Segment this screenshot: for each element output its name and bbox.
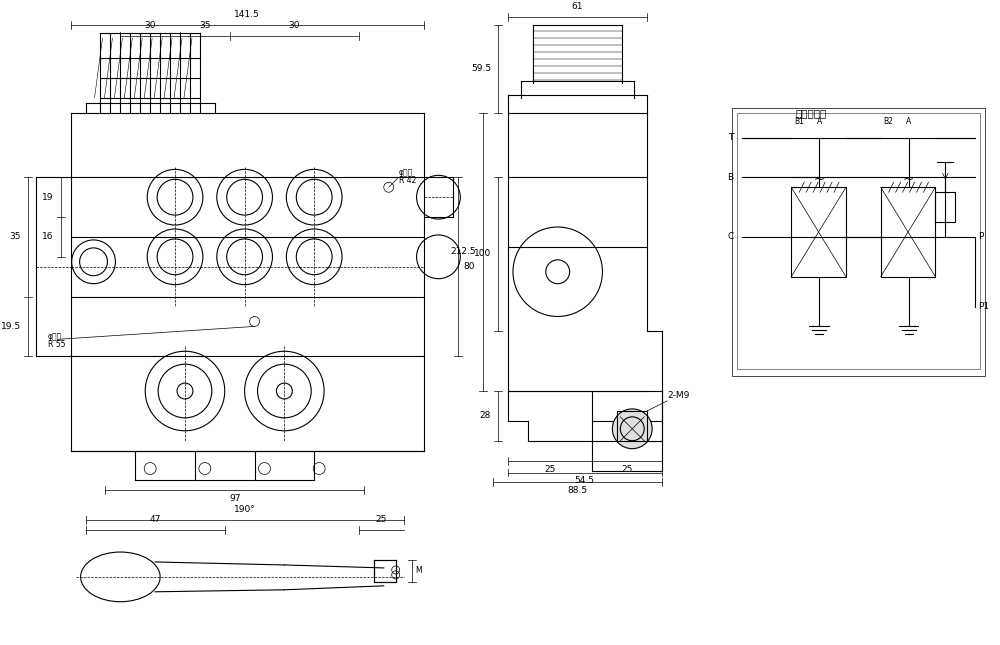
Text: 59.5: 59.5 (471, 64, 491, 74)
Text: 35: 35 (199, 21, 211, 30)
Text: P1: P1 (978, 302, 989, 311)
Text: 19: 19 (42, 193, 54, 202)
Bar (935, 192, 955, 222)
Text: 80: 80 (463, 263, 475, 272)
Text: M: M (416, 566, 422, 575)
Text: ~: ~ (903, 173, 914, 186)
Text: 190°: 190° (234, 505, 255, 514)
Text: 88.5: 88.5 (568, 486, 588, 495)
Text: 19.5: 19.5 (1, 322, 21, 331)
Text: R 42: R 42 (399, 176, 416, 185)
Text: C: C (727, 232, 734, 241)
Text: 30: 30 (144, 21, 156, 30)
Text: 141.5: 141.5 (234, 10, 259, 19)
Text: T: T (728, 133, 734, 142)
Text: B1: B1 (794, 117, 804, 126)
Text: P: P (978, 232, 984, 241)
Text: B2: B2 (884, 117, 894, 126)
Text: A: A (906, 117, 911, 126)
Text: 28: 28 (480, 412, 491, 421)
Bar (737, 113, 980, 369)
Bar (732, 108, 985, 376)
Text: 2-M9: 2-M9 (667, 392, 689, 401)
Text: 61: 61 (572, 3, 583, 12)
Text: 16: 16 (42, 232, 54, 241)
Text: ~: ~ (814, 173, 825, 186)
Bar (881, 187, 935, 277)
Text: B: B (728, 173, 734, 182)
Bar (791, 187, 846, 277)
Text: 30: 30 (289, 21, 300, 30)
Text: φ螺孔: φ螺孔 (399, 168, 413, 177)
Text: 35: 35 (9, 232, 21, 241)
Text: 212.5: 212.5 (451, 248, 476, 256)
Circle shape (612, 409, 652, 449)
Text: A: A (816, 117, 822, 126)
Text: 97: 97 (229, 494, 240, 503)
Text: 液压原理图: 液压原理图 (796, 108, 827, 117)
Text: 25: 25 (375, 515, 386, 524)
Bar (617, 411, 647, 441)
Text: 25: 25 (544, 464, 555, 473)
Bar (374, 560, 396, 582)
Text: 100: 100 (474, 250, 491, 259)
Text: 25: 25 (622, 464, 633, 473)
Text: R 55: R 55 (48, 340, 65, 349)
Text: φ螺孔: φ螺孔 (48, 332, 62, 341)
Text: 47: 47 (149, 515, 161, 524)
Text: 54.5: 54.5 (575, 477, 595, 486)
